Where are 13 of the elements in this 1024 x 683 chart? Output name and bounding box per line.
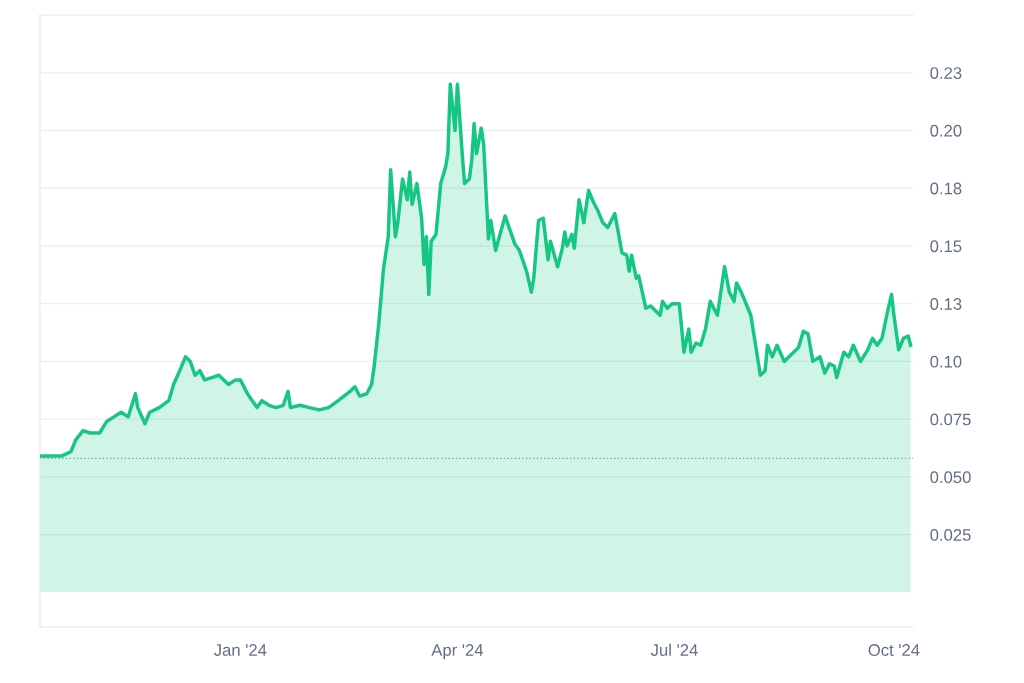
x-tick-label: Oct '24 (868, 644, 920, 656)
y-tick-label: 0.15 (930, 240, 962, 253)
y-tick-label: 0.050 (930, 471, 971, 484)
y-tick-label: 0.23 (930, 67, 962, 79)
x-tick-label: Apr '24 (431, 644, 484, 660)
y-tick-label: 0.075 (930, 413, 971, 426)
x-tick-label: Jan '24 (214, 644, 267, 656)
y-tick-label: 0.10 (930, 355, 962, 368)
y-tick-label: 0.025 (930, 529, 971, 541)
y-tick-label: 0.20 (930, 124, 962, 137)
x-tick-label: Jul '24 (650, 643, 698, 656)
y-tick-label: 0.13 (930, 298, 962, 310)
y-tick-label: 0.18 (930, 182, 962, 195)
